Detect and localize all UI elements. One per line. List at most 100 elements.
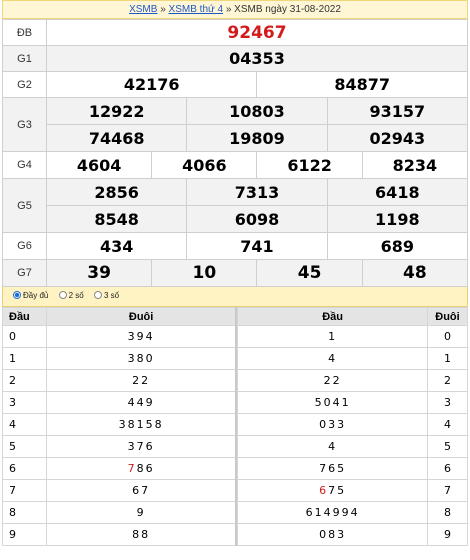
header-dau: Đầu [2,307,47,326]
header-duoi: Đuôi [46,307,237,326]
loto-duoi: 67 [46,479,237,502]
breadcrumb-link-xsmb-thu-4[interactable]: XSMB thứ 4 [168,4,224,15]
loto-dau: 1 [2,347,47,370]
loto-row: 3 449 5041 3 [2,391,468,414]
breadcrumb-separator: » [157,4,169,15]
prize-value: 741 [186,232,328,260]
prize-value: 74468 [45,124,188,152]
prize-value: 4604 [45,151,153,179]
prize-label: G3 [2,97,47,152]
loto-duoi: 9 [46,501,237,524]
loto-dau-right: 4 [237,347,428,370]
prize-label: G7 [2,259,47,287]
display-options: Đầy đủ 2 số 3 số [2,287,468,307]
prize-row-g7: G7 39 10 45 48 [2,259,469,287]
prize-row-db: ĐB 92467 [2,19,468,46]
prize-label: G2 [2,71,47,98]
prize-row-g3: G3 12922 10803 93157 [2,97,469,152]
loto-duoi-right: 3 [427,391,468,414]
prize-value: 10803 [186,97,328,125]
breadcrumb-link-xsmb[interactable]: XSMB [129,4,158,15]
loto-duoi-right: 8 [427,501,468,524]
prize-label: G5 [2,178,47,233]
breadcrumb: XSMB » XSMB thứ 4 » XSMB ngày 31-08-2022 [2,0,468,19]
prize-value: 8548 [45,205,188,233]
prize-value: 48 [361,259,469,287]
loto-dau-right: 033 [237,413,428,436]
loto-row: 4 38158 033 4 [2,413,468,436]
loto-dau: 6 [2,457,47,480]
prize-value: 42176 [45,71,258,98]
prize-value: 6098 [186,205,328,233]
prize-value: 84877 [256,71,468,98]
radio-selected-icon[interactable] [13,291,21,299]
loto-dau: 8 [2,501,47,524]
loto-duoi: 380 [46,347,237,370]
loto-dau: 9 [2,523,47,546]
loto-duoi-right: 7 [427,479,468,502]
header-dau-right: Đầu [237,307,428,326]
loto-duoi-right: 6 [427,457,468,480]
option-2-digits[interactable]: 2 số [58,287,84,305]
radio-icon[interactable] [93,291,102,299]
prize-row-g4: G4 4604 4066 6122 8234 [2,151,469,179]
loto-row: 2 22 22 2 [2,369,468,392]
loto-duoi-right: 4 [427,413,468,436]
loto-dau-right: 4 [237,435,428,458]
prize-value: 02943 [326,124,469,152]
prize-row-g5b: 8548 6098 1198 [3,205,469,233]
prize-value: 10 [151,259,258,287]
special-digit: 6 [319,484,329,497]
prize-value: 92467 [46,19,468,46]
prize-value: 1198 [326,205,469,233]
prize-row-g6: G6 434 741 689 [2,232,469,260]
loto-dau: 4 [2,413,47,436]
loto-row: 6 786 765 6 [2,457,468,480]
option-label: 3 số [103,291,120,300]
prize-value: 93157 [326,97,469,125]
loto-dau-right: 1 [237,325,428,348]
prize-row-g5: G5 2856 7313 6418 [2,178,469,233]
loto-dau-right: 083 [237,523,428,546]
loto-dau: 2 [2,369,47,392]
loto-dau: 5 [2,435,47,458]
prize-row-g3b: 74468 19809 02943 [3,124,469,152]
loto-dau-right: 675 [237,479,428,502]
option-3-digits[interactable]: 3 số [93,287,120,305]
prize-value: 39 [45,259,153,287]
loto-duoi: 88 [46,523,237,546]
loto-duoi-right: 0 [427,325,468,348]
prize-value: 2856 [45,178,188,206]
loto-duoi-right: 1 [427,347,468,370]
prize-row-g2: G2 42176 84877 [2,71,468,98]
loto-dau-right: 5041 [237,391,428,414]
loto-row: 9 88 083 9 [2,523,468,546]
breadcrumb-current: XSMB ngày 31-08-2022 [234,4,341,15]
loto-row: 7 67 675 7 [2,479,468,502]
loto-dau: 0 [2,325,47,348]
prize-value: 6122 [256,151,363,179]
results-table: ĐB 92467 G1 04353 G2 42176 84877 G3 1292… [2,19,469,287]
loto-dau-right: 614994 [237,501,428,524]
loto-row: 5 376 4 5 [2,435,468,458]
option-label: Đầy đủ [23,291,49,300]
prize-label: G1 [2,45,47,72]
loto-row: 8 9 614994 8 [2,501,468,524]
loto-dau-right: 765 [237,457,428,480]
prize-value: 7313 [186,178,328,206]
prize-row-g1: G1 04353 [2,45,468,72]
loto-row: 0 394 1 0 [2,325,468,348]
loto-header-row: Đầu Đuôi Đầu Đuôi [2,307,468,326]
option-full[interactable]: Đầy đủ [13,287,48,305]
prize-value: 6418 [326,178,469,206]
loto-table: Đầu Đuôi Đầu Đuôi 0 394 1 0 1 380 4 1 2 22 22 2 3 449… [2,307,468,546]
loto-dau: 7 [2,479,47,502]
loto-duoi: 376 [46,435,237,458]
loto-duoi: 786 [46,457,237,480]
prize-value: 4066 [151,151,258,179]
radio-icon[interactable] [58,291,67,299]
loto-dau: 3 [2,391,47,414]
prize-label: G6 [2,232,47,260]
prize-value: 45 [256,259,363,287]
loto-duoi-right: 5 [427,435,468,458]
